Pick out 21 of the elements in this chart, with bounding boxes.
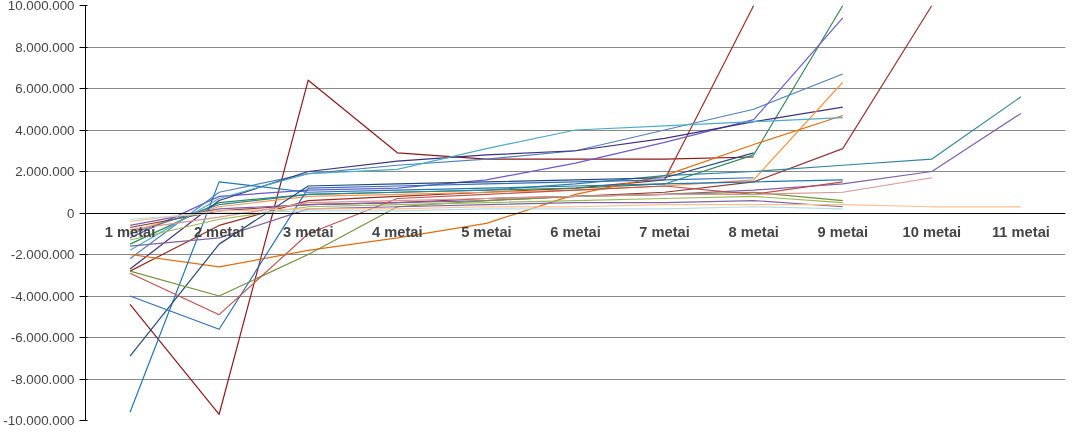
- x-tick-label: 6 metai: [550, 224, 601, 240]
- y-tick-label: 2.000.000: [15, 164, 75, 179]
- y-tick-label: -2.000.000: [10, 247, 75, 262]
- x-tick-label: 10 metai: [902, 224, 962, 240]
- line-series: [129, 206, 844, 220]
- x-tick-label: 8 metai: [728, 224, 779, 240]
- x-tick-label: 7 metai: [639, 224, 690, 240]
- y-tick-label: -10.000.000: [3, 413, 75, 428]
- y-tick-label: 10.000.000: [7, 0, 75, 13]
- y-tick-label: 4.000.000: [15, 122, 75, 138]
- x-tick-label: 5 metai: [461, 224, 512, 240]
- line-series: [129, 204, 1022, 222]
- y-tick-label: 8.000.000: [15, 39, 75, 55]
- y-tick-label: 6.000.000: [15, 81, 75, 96]
- y-tick-label: -8.000.000: [10, 371, 75, 387]
- y-tick-label: 0: [67, 205, 75, 221]
- x-tick-label: 9 metai: [817, 224, 869, 240]
- x-tick-label: 4 metai: [372, 224, 423, 240]
- y-tick-label: -6.000.000: [10, 330, 75, 345]
- y-tick-label: -4.000.000: [10, 288, 75, 304]
- x-tick-label: 11 metai: [992, 224, 1050, 240]
